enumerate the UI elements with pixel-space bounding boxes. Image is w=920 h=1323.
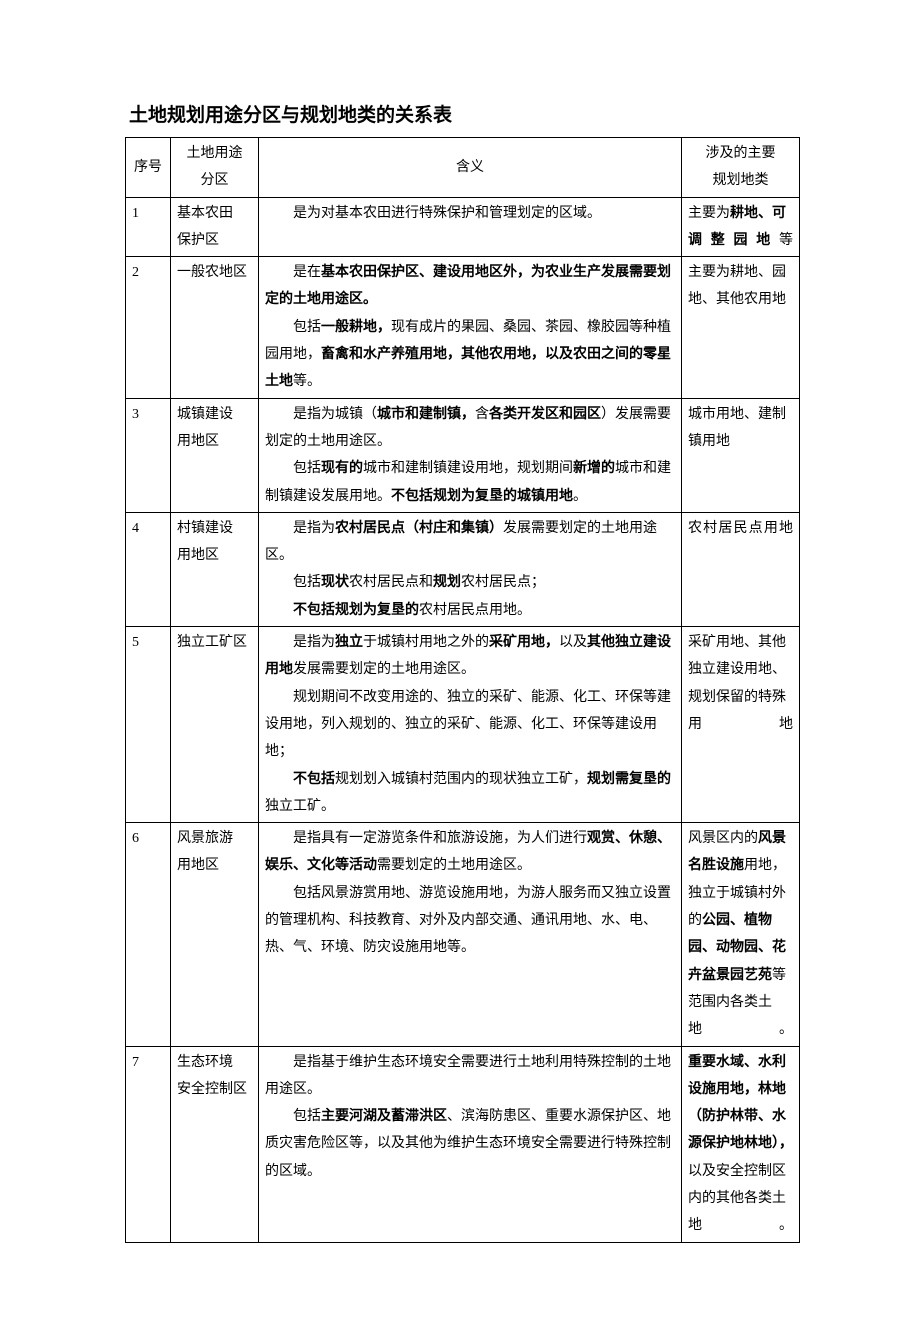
table-row: 3城镇建设用地区是指为城镇（城市和建制镇，含各类开发区和园区）发展需要划定的土地… bbox=[126, 398, 800, 512]
table-header-row: 序号 土地用途 分区 含义 涉及的主要 规划地类 bbox=[126, 138, 800, 198]
header-land: 涉及的主要 规划地类 bbox=[682, 138, 800, 198]
cell-meaning: 是指为独立于城镇村用地之外的采矿用地，以及其他独立建设用地发展需要划定的土地用途… bbox=[259, 627, 682, 823]
table-row: 4村镇建设用地区是指为农村居民点（村庄和集镇）发展需要划定的土地用途区。包括现状… bbox=[126, 512, 800, 626]
cell-zone: 村镇建设用地区 bbox=[171, 512, 259, 626]
document-title: 土地规划用途分区与规划地类的关系表 bbox=[129, 100, 800, 127]
cell-seq: 5 bbox=[126, 627, 171, 823]
cell-land: 主要为耕地、园地、其他农用地 bbox=[682, 257, 800, 398]
cell-land: 重要水域、水利设施用地，林地（防护林带、水源保护地林地），以及安全控制区内的其他… bbox=[682, 1046, 800, 1242]
cell-seq: 1 bbox=[126, 197, 171, 257]
cell-meaning: 是为对基本农田进行特殊保护和管理划定的区域。 bbox=[259, 197, 682, 257]
cell-zone: 一般农地区 bbox=[171, 257, 259, 398]
table-row: 5独立工矿区是指为独立于城镇村用地之外的采矿用地，以及其他独立建设用地发展需要划… bbox=[126, 627, 800, 823]
header-meaning: 含义 bbox=[259, 138, 682, 198]
cell-seq: 2 bbox=[126, 257, 171, 398]
cell-zone: 生态环境安全控制区 bbox=[171, 1046, 259, 1242]
table-row: 6风景旅游用地区是指具有一定游览条件和旅游设施，为人们进行观赏、休憩、娱乐、文化… bbox=[126, 823, 800, 1046]
table-row: 2一般农地区是在基本农田保护区、建设用地区外，为农业生产发展需要划定的土地用途区… bbox=[126, 257, 800, 398]
cell-zone: 城镇建设用地区 bbox=[171, 398, 259, 512]
cell-land: 城市用地、建制镇用地 bbox=[682, 398, 800, 512]
cell-meaning: 是在基本农田保护区、建设用地区外，为农业生产发展需要划定的土地用途区。包括一般耕… bbox=[259, 257, 682, 398]
header-zone-line1: 土地用途 bbox=[177, 140, 252, 167]
land-zoning-table: 序号 土地用途 分区 含义 涉及的主要 规划地类 1基本农田保护区是为对基本农田… bbox=[125, 137, 800, 1243]
cell-seq: 4 bbox=[126, 512, 171, 626]
cell-zone: 基本农田保护区 bbox=[171, 197, 259, 257]
cell-land: 农村居民点用地 bbox=[682, 512, 800, 626]
cell-meaning: 是指具有一定游览条件和旅游设施，为人们进行观赏、休憩、娱乐、文化等活动需要划定的… bbox=[259, 823, 682, 1046]
cell-meaning: 是指为城镇（城市和建制镇，含各类开发区和园区）发展需要划定的土地用途区。包括现有… bbox=[259, 398, 682, 512]
cell-land: 主要为耕地、可调整园地等 bbox=[682, 197, 800, 257]
header-land-line1: 涉及的主要 bbox=[688, 140, 793, 167]
header-zone-line2: 分区 bbox=[177, 167, 252, 194]
table-row: 1基本农田保护区是为对基本农田进行特殊保护和管理划定的区域。主要为耕地、可调整园… bbox=[126, 197, 800, 257]
cell-seq: 7 bbox=[126, 1046, 171, 1242]
header-zone: 土地用途 分区 bbox=[171, 138, 259, 198]
cell-seq: 3 bbox=[126, 398, 171, 512]
cell-seq: 6 bbox=[126, 823, 171, 1046]
header-seq: 序号 bbox=[126, 138, 171, 198]
cell-land: 风景区内的风景名胜设施用地，独立于城镇村外的公园、植物园、动物园、花卉盆景园艺苑… bbox=[682, 823, 800, 1046]
cell-zone: 风景旅游用地区 bbox=[171, 823, 259, 1046]
table-row: 7生态环境安全控制区是指基于维护生态环境安全需要进行土地利用特殊控制的土地用途区… bbox=[126, 1046, 800, 1242]
cell-meaning: 是指基于维护生态环境安全需要进行土地利用特殊控制的土地用途区。包括主要河湖及蓄滞… bbox=[259, 1046, 682, 1242]
cell-land: 采矿用地、其他独立建设用地、规划保留的特殊用地 bbox=[682, 627, 800, 823]
cell-zone: 独立工矿区 bbox=[171, 627, 259, 823]
header-land-line2: 规划地类 bbox=[688, 167, 793, 194]
cell-meaning: 是指为农村居民点（村庄和集镇）发展需要划定的土地用途区。包括现状农村居民点和规划… bbox=[259, 512, 682, 626]
